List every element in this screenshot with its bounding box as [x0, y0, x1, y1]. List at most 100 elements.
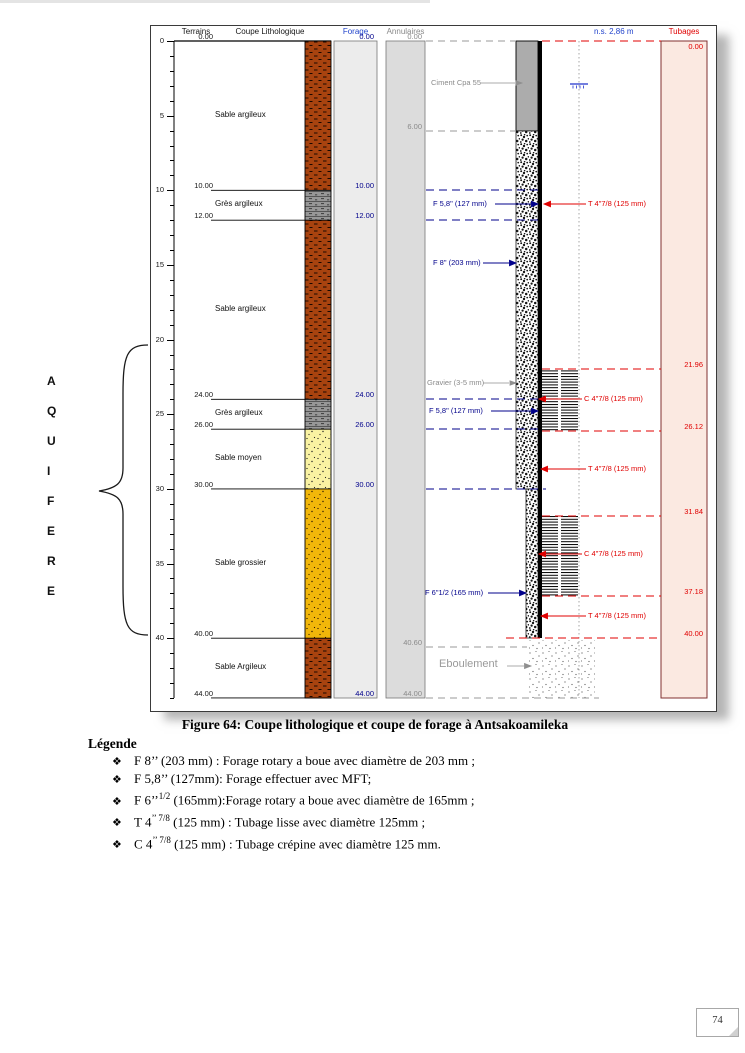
borehole-diagram [173, 40, 708, 699]
legend-item: ❖ F 8’’ (203 mm) : Forage rotary a boue a… [112, 753, 692, 771]
tubage-annotation-arrows [537, 200, 586, 620]
annotation-left-label: F 8" (203 mm) [433, 258, 481, 267]
scan-artifact [0, 0, 430, 3]
axis-tick [170, 220, 174, 222]
axis-label: 10 [155, 185, 164, 195]
annotation-left-label: F 6"1/2 (165 mm) [425, 588, 484, 597]
tubages-depth-label: 0.00 [688, 42, 703, 51]
forage-column [333, 40, 378, 699]
aquifer-letter: Q [47, 404, 57, 418]
axis-tick [170, 429, 174, 431]
axis-tick [170, 130, 174, 132]
forage-depth-label: 0.00 [359, 32, 374, 41]
rubble-zone [527, 640, 595, 698]
screen-upper-b [561, 369, 578, 431]
annulaires-column [385, 40, 426, 699]
axis-label: 5 [159, 110, 164, 120]
legend-title: Légende [88, 736, 137, 751]
terrains-depth-label: 0.00 [198, 32, 213, 41]
axis-tick [170, 55, 174, 57]
axis-tick [170, 623, 174, 625]
layer-name-label: Sable argileux [215, 109, 266, 119]
tubages-depth-label: 31.84 [684, 507, 703, 517]
axis-tick [170, 578, 174, 580]
figure-caption: Figure 64: Coupe lithologique et coupe d… [181, 717, 569, 732]
terrains-depth-label: 30.00 [194, 479, 213, 489]
axis-tick [170, 518, 174, 520]
header-tubages: Tubages [668, 27, 700, 36]
axis-tick [170, 369, 174, 371]
aquifer-letter: R [47, 554, 56, 568]
annotation-left-label: F 5,8" (127 mm) [429, 406, 483, 415]
tubages-column [660, 40, 708, 699]
tubages-depth-label: 40.00 [684, 629, 703, 639]
header-annulaires: Annulaires [386, 27, 425, 36]
axis-tick [170, 294, 174, 296]
lithology-column [211, 41, 331, 699]
axis-tick [170, 459, 174, 461]
forage-depth-lines [426, 189, 546, 490]
axis-tick [170, 548, 174, 550]
terrains-depth-label: 26.00 [194, 420, 213, 430]
axis-label: 20 [155, 334, 164, 344]
header-coupe-lithologique: Coupe Lithologique [235, 27, 305, 36]
header-forage: Forage [342, 27, 369, 36]
annotation-left-label: Gravier (3-5 mm) [427, 378, 485, 387]
tubages-depth-label: 26.12 [684, 421, 703, 431]
page-number-box: 74 [696, 1008, 739, 1037]
legend-bullet-icon: ❖ [112, 817, 122, 830]
figure-box: Terrains Coupe Lithologique Forage Annul… [150, 25, 717, 712]
axis-tick [170, 175, 174, 177]
layer-fill [305, 220, 331, 400]
legend-item: ❖ F 6’’1/2 (165mm):Forage rotary a boue a… [112, 788, 692, 810]
annulaires-depth-label: 0.00 [407, 32, 422, 41]
annulaires-depth-label: 44.00 [403, 688, 422, 698]
layer-fill [305, 41, 331, 191]
terrains-depth-label: 10.00 [194, 181, 213, 191]
screen-lower-a [542, 516, 558, 596]
layer-name-label: Grès argileux [215, 408, 263, 418]
annotation-left-label: Eboulement [439, 658, 498, 670]
axis-tick [170, 399, 174, 401]
annotation-right-label: C 4"7/8 (125 mm) [584, 549, 643, 558]
axis-tick [167, 264, 174, 266]
screen-upper-a [542, 369, 558, 431]
axis-tick [167, 638, 174, 640]
axis-tick [170, 503, 174, 505]
axis-tick [167, 115, 174, 117]
axis-tick [170, 160, 174, 162]
annotation-right-label: C 4"7/8 (125 mm) [584, 394, 643, 403]
gravel-pack-lower [525, 488, 539, 639]
legend-list: ❖ F 8’’ (203 mm) : Forage rotary a boue a… [112, 753, 692, 854]
forage-depth-label: 10.00 [355, 181, 374, 191]
axis-tick [170, 145, 174, 147]
axis-tick [170, 697, 174, 699]
axis-tick [170, 473, 174, 475]
tubages-depth-label: 21.96 [684, 359, 703, 369]
lithology-border [304, 40, 332, 699]
axis-tick [170, 324, 174, 326]
layer-fill [305, 638, 331, 698]
axis-label: 0 [159, 36, 164, 45]
axis-tick [170, 533, 174, 535]
layer-fill [305, 399, 331, 430]
axis-tick [170, 668, 174, 670]
cement-block [515, 40, 539, 132]
annulaires-depth-label: 6.00 [407, 121, 422, 131]
forage-depth-label: 44.00 [355, 688, 374, 698]
axis-tick [170, 70, 174, 72]
axis-tick [170, 653, 174, 655]
axis-tick [170, 85, 174, 87]
aquifer-letter: F [47, 494, 55, 508]
layer-name-label: Sable Argileux [215, 662, 267, 672]
aquifer-letter: E [47, 584, 56, 598]
axis-tick [170, 444, 174, 446]
legend-bullet-icon: ❖ [112, 773, 122, 786]
annulaires-depth-label: 40.60 [403, 638, 422, 648]
tubages-depth-lines [506, 40, 661, 639]
layer-name-label: Sable moyen [215, 453, 262, 463]
axis-tick [170, 682, 174, 684]
axis-label: 35 [155, 558, 164, 568]
layer-name-label: Sable grossier [215, 557, 267, 567]
